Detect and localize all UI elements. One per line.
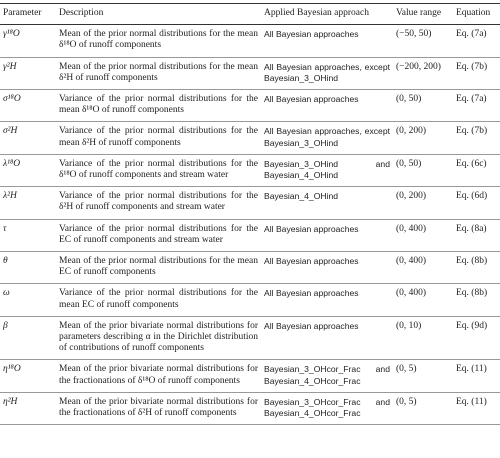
table-cell: All Bayesian approaches <box>261 89 393 123</box>
table-cell: Mean of the prior bivariate normal distr… <box>56 359 261 393</box>
table-cell: All Bayesian approaches, except Bayesian… <box>261 121 393 155</box>
table-cell: Eq. (7a) <box>453 89 500 123</box>
table-cell: ω <box>0 283 56 317</box>
table-row: ω Variance of the prior normal distributi… <box>0 283 500 317</box>
table-row: γ²H Mean of the prior normal distribution… <box>0 57 500 91</box>
table-cell: Eq. (7a) <box>453 24 500 58</box>
table-row: σ²H Variance of the prior normal distribu… <box>0 121 500 155</box>
header-cell: Applied Bayesian approach <box>261 2 393 26</box>
table-cell: Mean of the prior bivariate normal distr… <box>56 316 261 361</box>
table-cell: Mean of the prior bivariate normal distr… <box>56 392 261 426</box>
table-cell: Eq. (6d) <box>453 186 500 220</box>
table-cell: λ¹⁸O <box>0 154 56 188</box>
table-cell: Bayesian_3_OHind and Bayesian_4_OHind <box>261 154 393 188</box>
table-cell: Eq. (7b) <box>453 57 500 91</box>
table-cell: Mean of the prior normal distributions f… <box>56 24 261 58</box>
table-cell: (0, 200) <box>393 186 453 220</box>
table-row: γ¹⁸O Mean of the prior normal distributio… <box>0 24 500 58</box>
table-cell: Variance of the prior normal distributio… <box>56 154 261 188</box>
table-cell: All Bayesian approaches <box>261 283 393 317</box>
table-cell: λ²H <box>0 186 56 220</box>
table-cell: θ <box>0 251 56 285</box>
table-cell: Variance of the prior normal distributio… <box>56 121 261 155</box>
table-cell: All Bayesian approaches, except Bayesian… <box>261 57 393 91</box>
table-cell: (0, 50) <box>393 154 453 188</box>
table-cell: All Bayesian approaches <box>261 24 393 58</box>
table-cell: γ¹⁸O <box>0 24 56 58</box>
table-cell: σ¹⁸O <box>0 89 56 123</box>
table-cell: (0, 50) <box>393 89 453 123</box>
table-cell: Bayesian_4_OHind <box>261 186 393 220</box>
table-row: λ²H Variance of the prior normal distribu… <box>0 186 500 220</box>
table-cell: (−200, 200) <box>393 57 453 91</box>
table-cell: Bayesian_3_OHcor_Frac and Bayesian_4_OHc… <box>261 392 393 426</box>
table-cell: (−50, 50) <box>393 24 453 58</box>
table-cell: All Bayesian approaches <box>261 316 393 361</box>
table-cell: Eq. (8a) <box>453 219 500 253</box>
parameter-table: Parameter Description Applied Bayesian app… <box>0 2 500 426</box>
table-row: η²H Mean of the prior bivariate normal di… <box>0 392 500 426</box>
table-row: σ¹⁸O Variance of the prior normal distrib… <box>0 89 500 123</box>
table-cell: η¹⁸O <box>0 359 56 393</box>
table-cell: γ²H <box>0 57 56 91</box>
table-cell: Eq. (6c) <box>453 154 500 188</box>
table-row: β Mean of the prior bivariate normal dist… <box>0 316 500 361</box>
table-cell: Eq. (9d) <box>453 316 500 361</box>
table-cell: All Bayesian approaches <box>261 219 393 253</box>
table-cell: Eq. (8b) <box>453 283 500 317</box>
table-cell: (0, 5) <box>393 359 453 393</box>
table-cell: τ <box>0 219 56 253</box>
table-cell: All Bayesian approaches <box>261 251 393 285</box>
table-cell: σ²H <box>0 121 56 155</box>
table-row: η¹⁸O Mean of the prior bivariate normal d… <box>0 359 500 393</box>
table-cell: (0, 400) <box>393 219 453 253</box>
table-cell: (0, 200) <box>393 121 453 155</box>
header-row: Parameter Description Applied Bayesian app… <box>0 2 500 26</box>
table-cell: Eq. (11) <box>453 392 500 426</box>
table-cell: Variance of the prior normal distributio… <box>56 283 261 317</box>
table-cell: Variance of the prior normal distributio… <box>56 219 261 253</box>
table-cell: η²H <box>0 392 56 426</box>
table-cell: (0, 400) <box>393 251 453 285</box>
table-cell: Mean of the prior normal distributions f… <box>56 57 261 91</box>
table-cell: Eq. (11) <box>453 359 500 393</box>
table-row: τ Variance of the prior normal distributi… <box>0 219 500 253</box>
header-cell: Parameter <box>0 2 56 26</box>
table-cell: Bayesian_3_OHcor_Frac and Bayesian_4_OHc… <box>261 359 393 393</box>
table-row: θ Mean of the prior normal distributions … <box>0 251 500 285</box>
table-body: γ¹⁸O Mean of the prior normal distributio… <box>0 24 500 426</box>
table-cell: Mean of the prior normal distributions f… <box>56 251 261 285</box>
header-cell: Description <box>56 2 261 26</box>
table-cell: (0, 5) <box>393 392 453 426</box>
header-cell: Equation <box>453 2 500 26</box>
table-cell: (0, 400) <box>393 283 453 317</box>
table-row: λ¹⁸O Variance of the prior normal distrib… <box>0 154 500 188</box>
header-cell: Value range <box>393 2 453 26</box>
table-cell: (0, 10) <box>393 316 453 361</box>
table-cell: Eq. (7b) <box>453 121 500 155</box>
table-cell: Variance of the prior normal distributio… <box>56 186 261 220</box>
table-cell: Variance of the prior normal distributio… <box>56 89 261 123</box>
table-cell: Eq. (8b) <box>453 251 500 285</box>
table-cell: β <box>0 316 56 361</box>
